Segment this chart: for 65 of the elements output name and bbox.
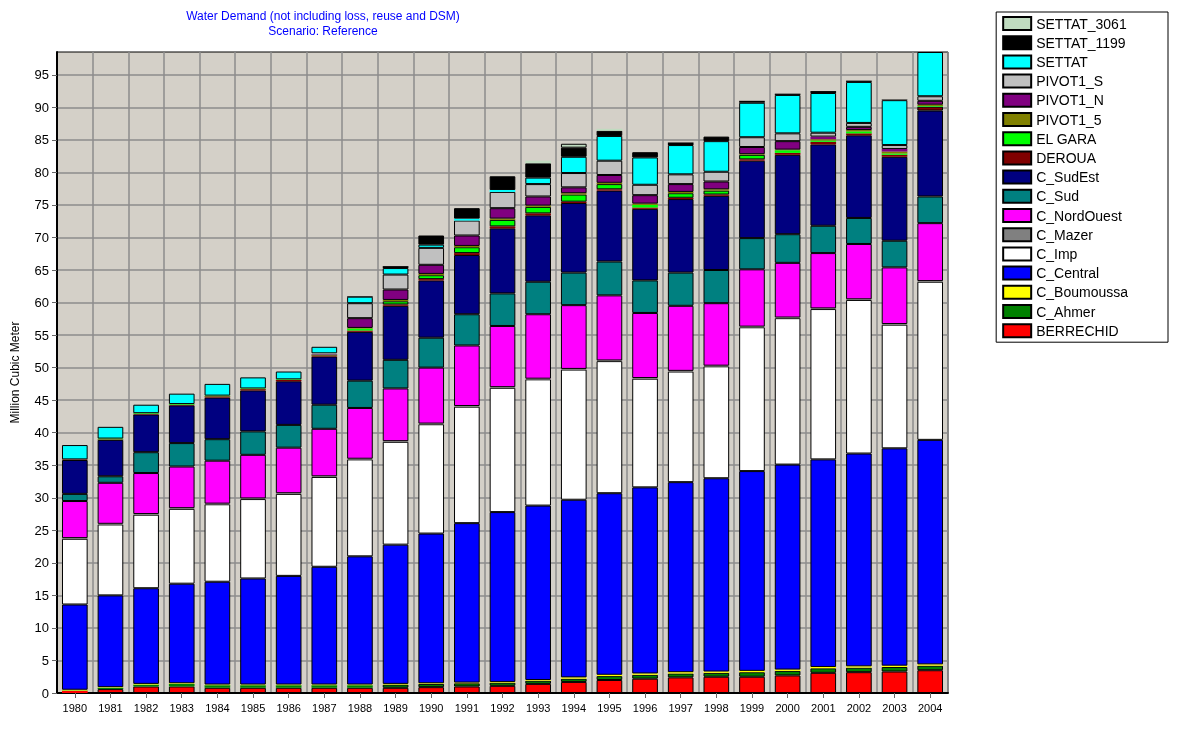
y-tick-label: 75 (34, 197, 49, 213)
x-tick-label: 1998 (704, 701, 729, 714)
legend-label: C_Central (1036, 265, 1100, 282)
x-tick-label: 1994 (561, 701, 587, 714)
x-tick-label: 2001 (811, 701, 836, 714)
x-tick-label: 1995 (597, 701, 622, 714)
y-tick-label: 5 (41, 652, 49, 668)
y-tick-label: 0 (41, 685, 49, 701)
y-tick-label: 70 (34, 229, 49, 245)
chart-title: Water Demand (not including loss, reuse and DSM) (186, 9, 460, 23)
legend-label: C_Imp (1036, 245, 1078, 262)
legend-label: DEROUA (1036, 149, 1097, 166)
legend-label: C_Boumoussa (1036, 284, 1129, 301)
x-tick-label: 2002 (846, 701, 872, 714)
legend-label: C_Sud (1036, 188, 1079, 205)
y-tick-label: 35 (34, 457, 49, 473)
legend-label: BERRECHID (1036, 322, 1119, 339)
legend-label: EL GARA (1036, 130, 1097, 147)
x-tick-label: 1988 (347, 701, 373, 714)
x-tick-label: 1980 (62, 701, 88, 714)
x-tick-label: 1986 (276, 701, 301, 714)
x-tick-label: 1987 (312, 701, 337, 714)
legend-label: SETTAT_3061 (1036, 15, 1127, 32)
x-tick-label: 2004 (917, 701, 943, 714)
y-tick-label: 95 (34, 67, 49, 83)
x-tick-label: 1981 (98, 701, 123, 714)
chart-subtitle: Scenario: Reference (268, 24, 379, 38)
legend-label: C_Mazer (1036, 226, 1094, 243)
legend-label: PIVOT1_S (1036, 73, 1104, 90)
x-tick-label: 2003 (882, 701, 907, 714)
y-tick-label: 80 (34, 164, 49, 180)
y-tick-label: 50 (34, 360, 49, 376)
y-tick-label: 55 (34, 327, 49, 343)
x-tick-label: 1984 (205, 701, 230, 714)
y-tick-label: 45 (34, 392, 49, 408)
y-axis-title: Million Cubic Meter (8, 321, 22, 424)
y-tick-label: 60 (34, 295, 49, 311)
x-tick-label: 1993 (525, 701, 551, 714)
x-tick-label: 2000 (775, 701, 800, 714)
y-tick-label: 15 (34, 587, 49, 603)
legend-label: PIVOT1_N (1036, 92, 1104, 109)
y-tick-label: 65 (34, 262, 49, 278)
y-tick-label: 20 (34, 555, 49, 571)
y-tick-label: 10 (34, 620, 49, 636)
y-tick-label: 40 (34, 425, 49, 441)
y-tick-label: 85 (34, 132, 49, 148)
y-tick-label: 30 (34, 490, 49, 506)
legend-label: SETTAT (1036, 53, 1089, 70)
x-tick-label: 1996 (632, 701, 658, 714)
x-tick-label: 1991 (454, 701, 480, 714)
x-tick-label: 1992 (490, 701, 515, 714)
x-tick-label: 1997 (668, 701, 693, 714)
x-tick-label: 1985 (240, 701, 266, 714)
y-tick-label: 25 (34, 522, 49, 538)
legend-label: PIVOT1_5 (1036, 111, 1102, 128)
y-tick-label: 90 (34, 99, 49, 115)
legend-label: C_SudEst (1036, 169, 1100, 186)
legend-label: C_NordOuest (1036, 207, 1122, 224)
x-tick-label: 1982 (133, 701, 159, 714)
x-tick-label: 1990 (418, 701, 444, 714)
legend-label: SETTAT_1199 (1036, 34, 1126, 51)
x-tick-label: 1999 (739, 701, 765, 714)
x-tick-label: 1989 (383, 701, 408, 714)
x-tick-label: 1983 (169, 701, 194, 714)
legend-label: C_Ahmer (1036, 303, 1096, 320)
